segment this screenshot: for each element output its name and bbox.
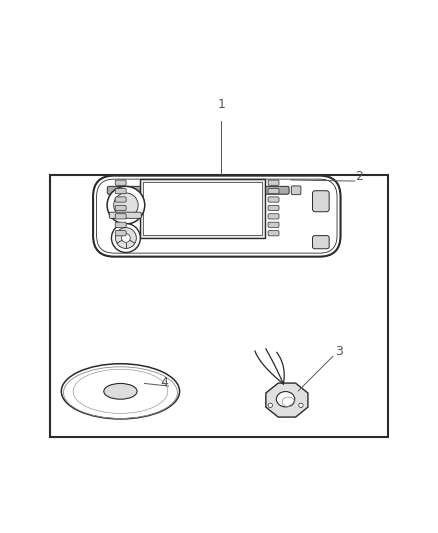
Circle shape xyxy=(268,403,272,408)
FancyBboxPatch shape xyxy=(115,180,126,185)
FancyBboxPatch shape xyxy=(115,214,126,219)
Ellipse shape xyxy=(61,364,180,419)
Circle shape xyxy=(111,223,140,253)
FancyBboxPatch shape xyxy=(268,205,279,211)
Ellipse shape xyxy=(276,392,295,407)
FancyBboxPatch shape xyxy=(291,186,301,195)
FancyBboxPatch shape xyxy=(268,197,279,202)
FancyBboxPatch shape xyxy=(115,189,126,193)
Circle shape xyxy=(116,228,136,248)
Text: 3: 3 xyxy=(336,345,343,358)
Ellipse shape xyxy=(104,383,137,399)
FancyBboxPatch shape xyxy=(312,191,329,212)
Text: 1: 1 xyxy=(217,98,225,111)
FancyBboxPatch shape xyxy=(115,197,126,202)
FancyBboxPatch shape xyxy=(107,187,289,194)
FancyBboxPatch shape xyxy=(268,180,279,185)
Circle shape xyxy=(107,187,145,224)
FancyBboxPatch shape xyxy=(268,222,279,228)
FancyBboxPatch shape xyxy=(268,189,279,193)
FancyBboxPatch shape xyxy=(93,175,340,257)
FancyBboxPatch shape xyxy=(115,205,126,211)
FancyBboxPatch shape xyxy=(312,236,329,249)
Polygon shape xyxy=(266,383,308,417)
FancyBboxPatch shape xyxy=(110,212,141,219)
FancyBboxPatch shape xyxy=(115,231,126,236)
FancyBboxPatch shape xyxy=(143,182,262,235)
Circle shape xyxy=(114,193,138,217)
FancyBboxPatch shape xyxy=(50,174,388,437)
FancyBboxPatch shape xyxy=(268,231,279,236)
Text: 2: 2 xyxy=(355,170,363,183)
FancyBboxPatch shape xyxy=(140,179,265,238)
Circle shape xyxy=(299,403,303,408)
FancyBboxPatch shape xyxy=(115,222,126,228)
Text: 4: 4 xyxy=(160,376,168,389)
FancyBboxPatch shape xyxy=(268,214,279,219)
Circle shape xyxy=(122,233,130,243)
